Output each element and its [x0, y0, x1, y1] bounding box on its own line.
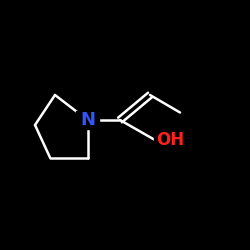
- Bar: [154, 131, 194, 149]
- Bar: [76, 111, 99, 129]
- Text: OH: OH: [156, 131, 184, 149]
- Text: N: N: [80, 111, 95, 129]
